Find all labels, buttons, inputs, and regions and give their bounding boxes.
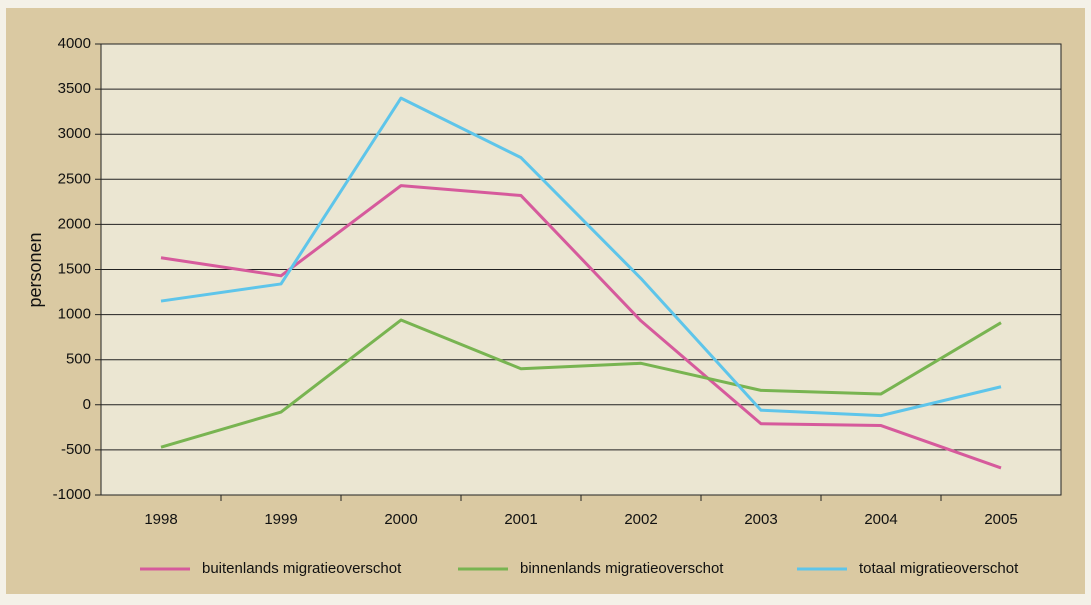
y-tick-label: 2500 xyxy=(58,170,91,187)
y-tick-label: 2000 xyxy=(58,215,91,232)
data-line xyxy=(160,96,1002,418)
data-line xyxy=(160,318,1002,449)
legend-label: buitenlands migratieoverschot xyxy=(202,560,402,577)
x-tick-label: 2002 xyxy=(624,511,657,528)
y-axis-label: personen xyxy=(25,232,45,307)
legend-label: totaal migratieoverschot xyxy=(859,560,1019,577)
y-tick-label: 1500 xyxy=(58,260,91,277)
data-line xyxy=(160,184,1002,470)
y-tick-label: 3500 xyxy=(58,80,91,97)
y-tick-label: 4000 xyxy=(58,35,91,52)
x-tick-label: 2003 xyxy=(744,511,777,528)
x-tick-label: 2005 xyxy=(984,511,1017,528)
x-tick-label: 1999 xyxy=(264,511,297,528)
x-tick-label: 2001 xyxy=(504,511,537,528)
y-tick-label: -500 xyxy=(61,441,91,458)
x-tick-label: 2000 xyxy=(384,511,417,528)
y-tick-label: 0 xyxy=(83,396,91,413)
x-tick-label: 2004 xyxy=(864,511,897,528)
y-tick-label: 500 xyxy=(66,351,91,368)
y-tick-label: -1000 xyxy=(53,486,91,503)
x-tick-label: 1998 xyxy=(144,511,177,528)
y-tick-label: 3000 xyxy=(58,125,91,142)
y-tick-label: 1000 xyxy=(58,306,91,323)
legend-label: binnenlands migratieoverschot xyxy=(520,560,724,577)
